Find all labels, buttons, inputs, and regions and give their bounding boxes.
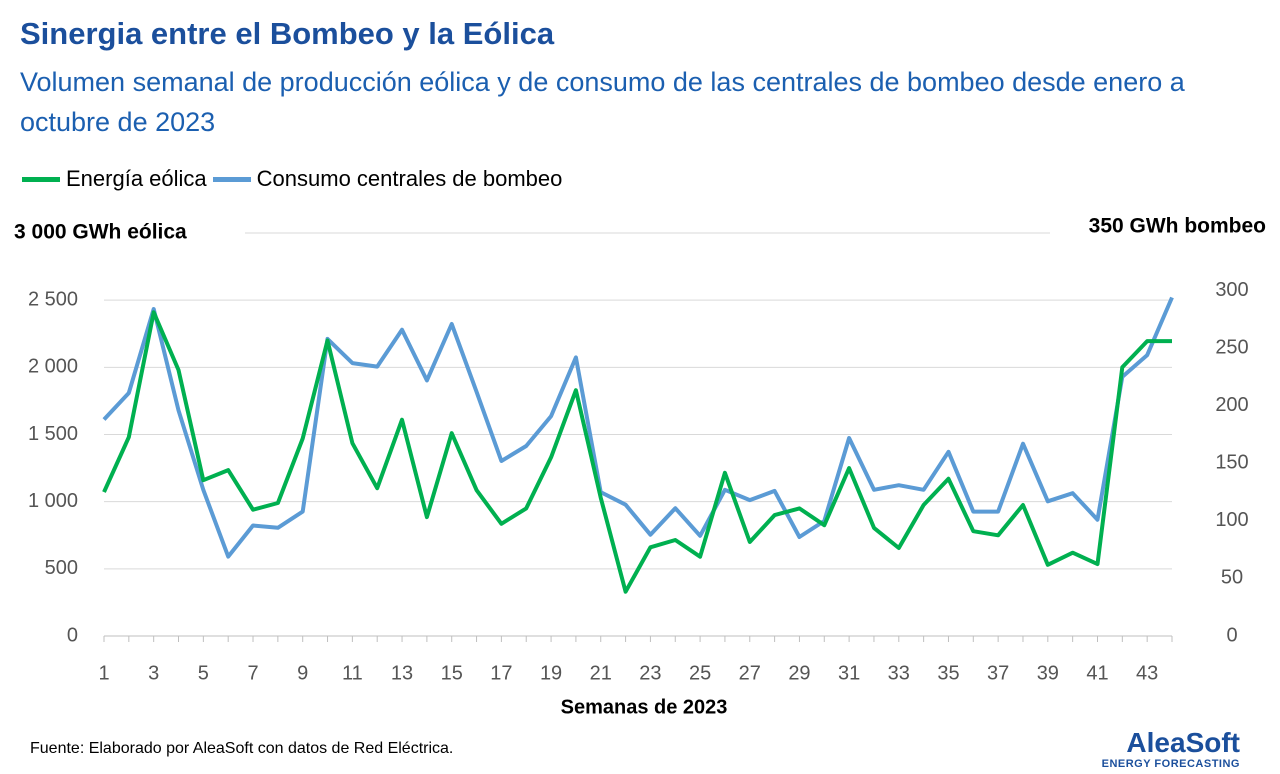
legend-label: Consumo centrales de bombeo	[256, 166, 563, 191]
x-tick-label: 31	[838, 662, 860, 684]
x-tick-label: 5	[198, 662, 209, 684]
x-axis-label: Semanas de 2023	[561, 696, 728, 718]
legend-item: Consumo centrales de bombeo	[212, 166, 563, 192]
x-tick-label: 19	[540, 662, 562, 684]
y-tick-label: 1 500	[28, 423, 78, 445]
x-tick-label: 15	[441, 662, 463, 684]
y2-tick-label: 50	[1221, 567, 1243, 589]
x-tick-label: 9	[297, 662, 308, 684]
x-tick-label: 43	[1136, 662, 1158, 684]
x-tick-label: 33	[888, 662, 910, 684]
legend: Energía eólica Consumo centrales de bombe…	[22, 166, 568, 192]
y2-tick-label: 300	[1215, 279, 1248, 301]
legend-swatch	[212, 176, 251, 182]
y2-tick-label: 250	[1215, 336, 1248, 358]
y-tick-label: 2 000	[28, 356, 78, 378]
legend-item: Energía eólica	[22, 166, 207, 192]
x-tick-label: 29	[788, 662, 810, 684]
y-tick-label: 500	[45, 557, 78, 579]
source-note: Fuente: Elaborado por AleaSoft con datos…	[30, 740, 454, 757]
x-tick-label: 41	[1086, 662, 1108, 684]
y-tick-label: 0	[67, 624, 78, 646]
x-tick-label: 1	[98, 662, 109, 684]
x-tick-label: 23	[639, 662, 661, 684]
legend-swatch	[22, 176, 60, 182]
chart-title: Sinergia entre el Bombeo y la Eólica	[20, 16, 555, 51]
y2-axis-label: 350 GWh bombeo	[1089, 215, 1266, 238]
y2-tick-label: 150	[1215, 452, 1248, 474]
x-tick-label: 11	[342, 662, 363, 684]
data-line	[102, 310, 1172, 594]
y2-tick-label: 100	[1215, 509, 1248, 531]
x-tick-label: 21	[590, 662, 612, 684]
x-tick-label: 37	[987, 662, 1009, 684]
x-tick-label: 3	[148, 662, 159, 684]
x-tick-label: 27	[739, 662, 761, 684]
chart-subtitle: Volumen semanal de producción eólica y d…	[20, 67, 1185, 137]
data-line	[102, 296, 1174, 559]
x-tick-label: 17	[490, 662, 512, 684]
y-tick-label: 2 500	[28, 288, 78, 310]
y2-tick-label: 0	[1226, 624, 1237, 646]
x-tick-label: 35	[937, 662, 959, 684]
x-tick-label: 13	[391, 662, 413, 684]
y-tick-label: 1 000	[28, 490, 78, 512]
logo-tagline: ENERGY FORECASTING	[1101, 758, 1240, 770]
x-tick-label: 7	[247, 662, 258, 684]
logo-name: AleaSoft	[1126, 727, 1240, 758]
x-tick-label: 25	[689, 662, 711, 684]
logo: AleaSoft ENERGY FORECASTING	[1101, 727, 1240, 771]
y-axis-label: 3 000 GWh eólica	[14, 221, 187, 244]
legend-label: Energía eólica	[66, 166, 207, 191]
x-tick-label: 39	[1037, 662, 1059, 684]
y2-tick-label: 200	[1215, 394, 1248, 416]
